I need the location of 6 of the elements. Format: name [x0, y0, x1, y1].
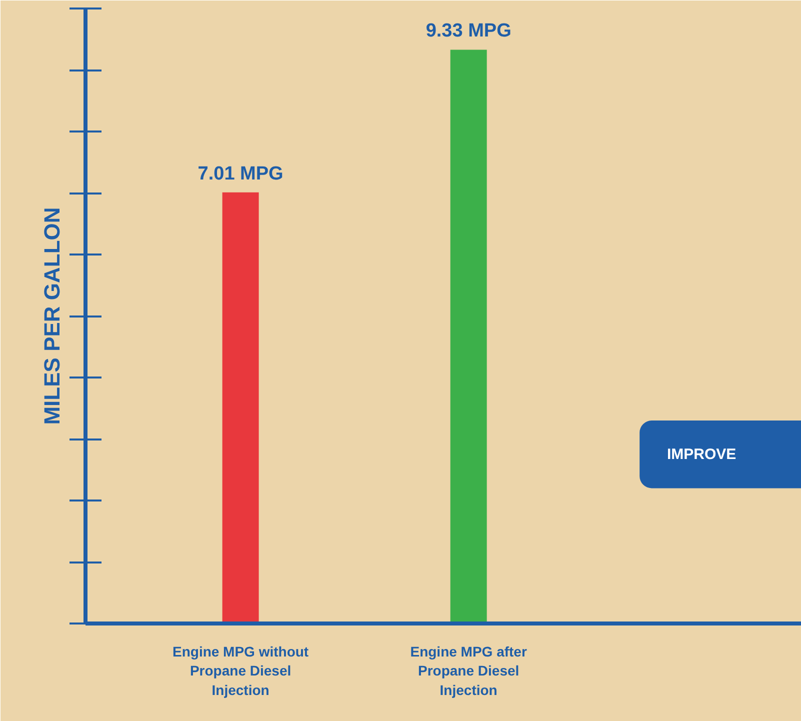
x-tick-label: Engine MPG without Propane Diesel Injection	[172, 644, 309, 698]
data-label: 7.01 MPG	[198, 163, 284, 184]
x-tick-label: Engine MPG after Propane Diesel Injection	[410, 644, 528, 698]
text: IMPROVE	[666, 446, 736, 463]
data-label: 9.33 MPG	[426, 20, 512, 42]
y-axis-title: MILES PER GALLON	[40, 207, 64, 425]
